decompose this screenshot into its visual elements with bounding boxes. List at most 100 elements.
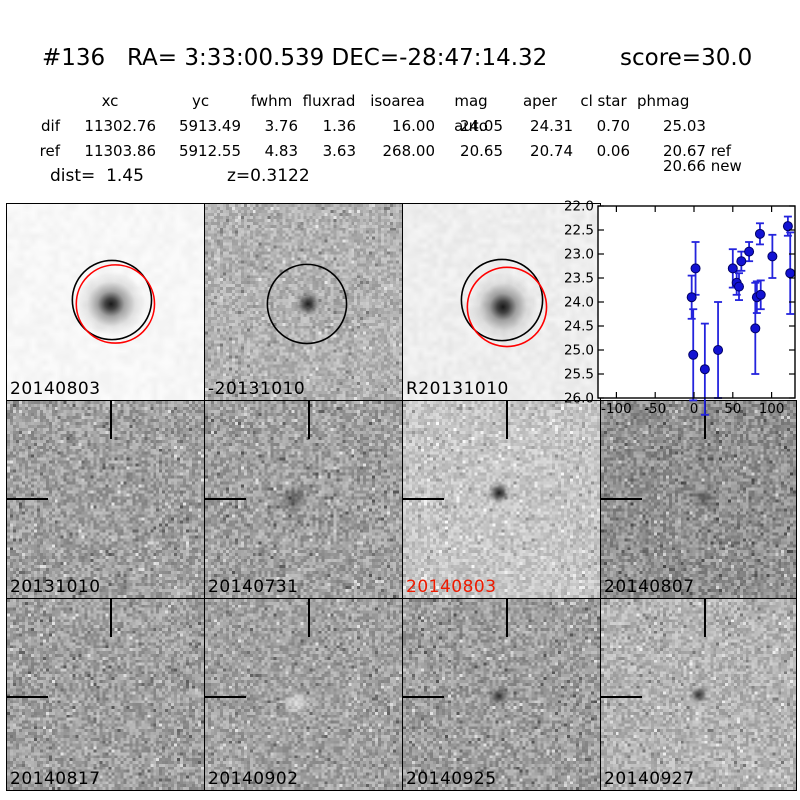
column-header: phmag <box>632 89 762 114</box>
stamp-date-label: R20131010 <box>406 379 509 399</box>
stamp-date-label: 20140902 <box>208 769 299 789</box>
crosshair-tick-horizontal <box>403 696 444 698</box>
svg-text:22.5: 22.5 <box>564 223 594 239</box>
stamp-date-label: 20140807 <box>604 577 695 597</box>
stamp-date-label: 20140817 <box>10 769 101 789</box>
column-header: isoarea <box>358 89 437 114</box>
column-header: yc <box>158 89 243 114</box>
stamp-date-label: 20140927 <box>604 769 695 789</box>
crosshair-tick-vertical <box>308 599 310 637</box>
svg-text:25.0: 25.0 <box>564 343 594 359</box>
stamp-date-label: 20140731 <box>208 577 299 597</box>
cutout-diff-image: -20131010 <box>204 203 403 401</box>
column-header: cl star <box>575 89 632 114</box>
stamp-date-label: 20140925 <box>406 769 497 789</box>
candidate-score: score=30.0 <box>620 45 752 71</box>
svg-text:-100: -100 <box>601 401 632 417</box>
column-header: fluxrad <box>300 89 358 114</box>
aperture-circle-red <box>76 265 154 343</box>
cutout-epoch-detection: 20140803 <box>402 400 601 599</box>
lightcurve-plot: 22.0 22.5 23.0 23.5 24.0 24.5 25.0 25.5 26.0 -100… <box>540 200 800 425</box>
table-cell: 16.00 <box>358 114 437 139</box>
aperture-circle-red <box>467 267 546 346</box>
stamp-image <box>7 599 204 790</box>
candidate-report-figure: #136 RA= 3:33:00.539 DEC=-28:47:14.32 sc… <box>0 0 800 800</box>
cutout-epoch: 20140807 <box>600 400 797 599</box>
crosshair-tick-vertical <box>110 599 112 637</box>
cutout-epoch: 20140902 <box>204 598 403 791</box>
crosshair-tick-horizontal <box>7 696 48 698</box>
svg-text:25.5: 25.5 <box>564 367 594 383</box>
redshift-value: z=0.3122 <box>227 166 310 186</box>
aperture-circles <box>7 204 204 400</box>
photometry-table: xc yc fwhm fluxrad isoarea mag auto aper… <box>0 89 762 164</box>
aperture-circles <box>205 204 402 400</box>
svg-text:-50: -50 <box>644 401 666 417</box>
stamp-date-label: -20131010 <box>208 379 305 399</box>
cutout-epoch: 20131010 <box>6 400 205 599</box>
crosshair-tick-vertical <box>110 401 112 439</box>
crosshair-tick-horizontal <box>205 696 246 698</box>
svg-text:24.0: 24.0 <box>564 295 594 311</box>
svg-text:0: 0 <box>690 401 699 417</box>
table-cell: 3.63 <box>300 139 358 164</box>
source-blob <box>272 481 316 517</box>
stamp-date-label: 20131010 <box>10 577 101 597</box>
source-blob <box>485 480 513 506</box>
column-header: xc <box>62 89 158 114</box>
cutout-epoch: 20140927 <box>600 598 797 791</box>
table-cell: 0.06 <box>575 139 632 164</box>
crosshair-tick-vertical <box>704 599 706 637</box>
aperture-circle-black <box>267 264 346 343</box>
candidate-id: #136 <box>42 45 105 71</box>
dist-value: dist= 1.45 <box>50 166 144 186</box>
table-cell: 24.31 <box>505 114 575 139</box>
cutout-epoch: 20140817 <box>6 598 205 791</box>
row-label: dif <box>0 114 62 139</box>
source-blob <box>277 688 317 718</box>
table-cell: 25.03 <box>632 114 762 139</box>
stamp-date-label: 20140803 <box>10 379 101 399</box>
table-cell: 20.74 <box>505 139 575 164</box>
crosshair-tick-horizontal <box>403 498 444 500</box>
table-cell: 3.76 <box>243 114 300 139</box>
table-cell: 0.70 <box>575 114 632 139</box>
cutout-epoch: 20140731 <box>204 400 403 599</box>
crosshair-tick-vertical <box>308 401 310 439</box>
crosshair-tick-horizontal <box>601 696 642 698</box>
svg-text:22.0: 22.0 <box>564 200 594 215</box>
crosshair-tick-vertical <box>506 599 508 637</box>
table-cell: 4.83 <box>243 139 300 164</box>
stamp-date-label: 20140803 <box>406 577 497 597</box>
column-header: fwhm <box>243 89 300 114</box>
crosshair-tick-horizontal <box>7 498 48 500</box>
column-header: aper <box>505 89 575 114</box>
table-cell: 268.00 <box>358 139 437 164</box>
svg-text:23.5: 23.5 <box>564 271 594 287</box>
table-cell: 5913.49 <box>158 114 243 139</box>
phmag-new-value: 20.66 new <box>663 157 742 175</box>
cutout-new-image: 20140803 <box>6 203 205 401</box>
source-blob <box>487 685 511 707</box>
crosshair-tick-horizontal <box>205 498 246 500</box>
table-cell: 5912.55 <box>158 139 243 164</box>
cutout-epoch: 20140925 <box>402 598 601 791</box>
svg-text:26.0: 26.0 <box>564 391 594 407</box>
table-cell: 11302.76 <box>62 114 158 139</box>
crosshair-tick-vertical <box>506 401 508 439</box>
svg-text:23.0: 23.0 <box>564 247 594 263</box>
table-cell: 20.65 <box>437 139 505 164</box>
crosshair-tick-horizontal <box>601 498 642 500</box>
table-cell: 1.36 <box>300 114 358 139</box>
svg-text:50: 50 <box>724 401 741 417</box>
svg-text:100: 100 <box>759 401 785 417</box>
svg-text:24.5: 24.5 <box>564 319 594 335</box>
table-cell: 24.05 <box>437 114 505 139</box>
source-blob <box>689 485 719 511</box>
source-blob <box>687 684 711 706</box>
table-cell: 11303.86 <box>62 139 158 164</box>
column-header-blank <box>0 89 62 114</box>
column-header: mag auto <box>437 89 505 114</box>
row-label: ref <box>0 139 62 164</box>
candidate-coordinates: RA= 3:33:00.539 DEC=-28:47:14.32 <box>127 45 547 71</box>
